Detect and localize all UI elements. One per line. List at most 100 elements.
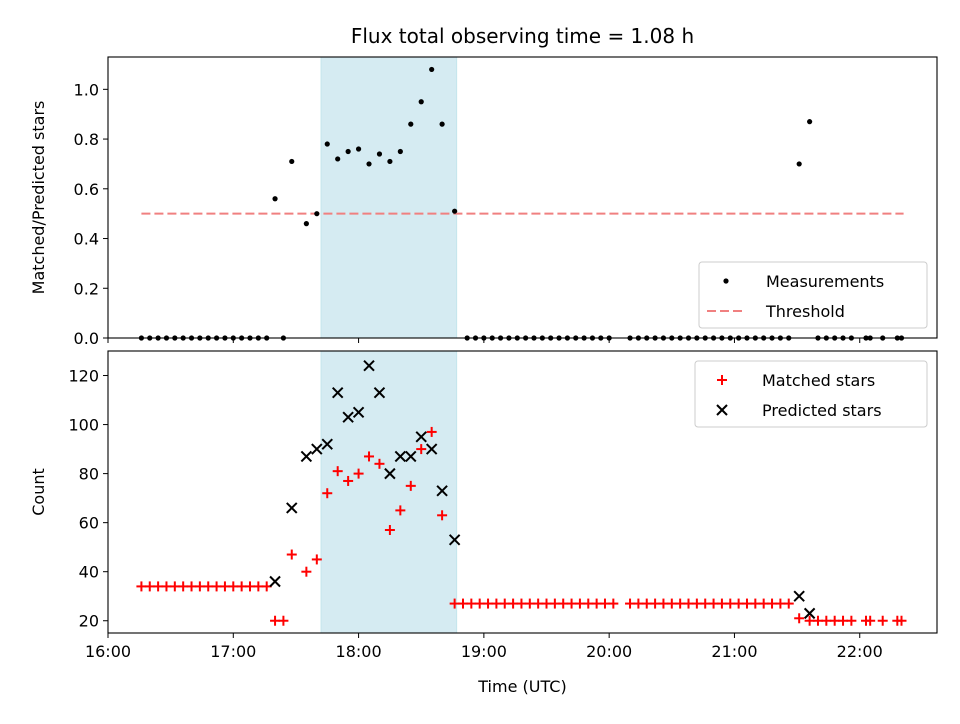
y-tick-label: 80 bbox=[79, 465, 99, 484]
legend-matched-marker bbox=[717, 375, 727, 385]
bottom-legend: Matched stars Predicted stars bbox=[694, 360, 928, 428]
matched-star-point bbox=[169, 581, 180, 592]
measurement-point bbox=[807, 119, 813, 125]
matched-star-point bbox=[633, 598, 644, 609]
predicted-star-point bbox=[425, 443, 438, 455]
matched-star-point bbox=[533, 598, 544, 609]
y-tick-label: 20 bbox=[79, 612, 99, 631]
matched-star-point bbox=[775, 598, 786, 609]
y-tick-label: 1.0 bbox=[74, 80, 99, 99]
matched-star-point bbox=[228, 581, 239, 592]
matched-star-point bbox=[343, 475, 354, 486]
measurement-point bbox=[314, 211, 320, 217]
matched-star-point bbox=[574, 598, 585, 609]
matched-star-point bbox=[708, 598, 719, 609]
matched-star-point bbox=[322, 488, 333, 499]
y-tick-label: 0.0 bbox=[74, 329, 99, 348]
measurement-point bbox=[345, 148, 351, 155]
matched-star-point bbox=[516, 598, 527, 609]
matched-star-point bbox=[558, 598, 569, 609]
predicted-star-point bbox=[300, 450, 313, 463]
matched-star-point bbox=[838, 615, 849, 626]
measurement-point bbox=[452, 208, 458, 214]
matched-star-point bbox=[608, 598, 619, 609]
x-axis-label: Time (UTC) bbox=[477, 677, 566, 696]
predicted-star-point bbox=[394, 450, 407, 463]
predicted-star-point bbox=[311, 443, 323, 455]
matched-star-point bbox=[186, 581, 197, 592]
chart-title: Flux total observing time = 1.08 h bbox=[351, 24, 694, 48]
matched-star-point bbox=[178, 581, 189, 592]
predicted-star-point bbox=[286, 502, 298, 514]
measurement-point bbox=[387, 158, 393, 165]
matched-star-point bbox=[278, 615, 289, 626]
matched-star-point bbox=[332, 466, 343, 477]
matched-star-point bbox=[591, 598, 602, 609]
matched-star-point bbox=[725, 598, 736, 609]
matched-star-point bbox=[457, 598, 468, 609]
matched-star-point bbox=[384, 525, 395, 536]
predicted-star-point bbox=[363, 360, 375, 372]
matched-star-point bbox=[153, 581, 164, 592]
predicted-star-point bbox=[415, 431, 427, 443]
measurement-point bbox=[408, 121, 414, 127]
matched-star-point bbox=[675, 598, 686, 609]
top-panel: 0.0 0.2 0.4 0.6 0.8 1.0 Flux total observing … bbox=[29, 24, 938, 348]
matched-star-point bbox=[499, 598, 510, 609]
matched-star-point bbox=[716, 598, 727, 609]
matched-star-point bbox=[794, 613, 805, 624]
matched-star-point bbox=[301, 566, 312, 577]
predicted-star-point bbox=[321, 438, 333, 450]
measurement-point bbox=[335, 156, 341, 162]
legend-label: Matched stars bbox=[762, 371, 875, 390]
y-tick-label: 0.8 bbox=[74, 130, 99, 149]
top-y-axis-label: Matched/Predicted stars bbox=[29, 101, 48, 295]
y-tick-label: 60 bbox=[79, 514, 99, 533]
predicted-star-point bbox=[405, 450, 417, 463]
legend-label: Measurements bbox=[766, 272, 884, 291]
matched-star-point bbox=[244, 581, 255, 592]
matched-star-point bbox=[896, 615, 907, 626]
predicted-star-point bbox=[269, 575, 281, 588]
matched-star-point bbox=[549, 598, 560, 609]
bot-axes-frame bbox=[107, 350, 938, 634]
matched-star-point bbox=[846, 615, 857, 626]
matched-star-point bbox=[474, 598, 485, 609]
predicted-star-point bbox=[384, 467, 396, 480]
predicted-star-point bbox=[352, 406, 365, 419]
predicted-star-point bbox=[448, 534, 461, 546]
matched-star-point bbox=[750, 598, 761, 609]
top-legend-box bbox=[698, 261, 928, 329]
matched-star-point bbox=[253, 581, 264, 592]
matched-star-point bbox=[405, 480, 416, 491]
measurement-point bbox=[397, 148, 403, 155]
matched-star-point bbox=[374, 458, 385, 469]
bottom-marks-layer bbox=[136, 360, 907, 626]
matched-star-point bbox=[437, 510, 448, 521]
matched-star-point bbox=[524, 598, 535, 609]
measurement-point bbox=[324, 141, 330, 147]
matched-star-point bbox=[364, 451, 375, 462]
top-axes-layer: 0.0 0.2 0.4 0.6 0.8 1.0 bbox=[74, 56, 938, 348]
matched-star-point bbox=[733, 598, 744, 609]
legend-predicted-marker bbox=[716, 404, 728, 416]
matched-star-point bbox=[236, 581, 247, 592]
matched-star-point bbox=[491, 598, 502, 609]
predicted-star-point bbox=[331, 386, 344, 399]
matched-star-point bbox=[691, 598, 702, 609]
x-tick-label: 17:00 bbox=[210, 642, 256, 661]
x-tick-label: 16:00 bbox=[85, 642, 131, 661]
matched-star-point bbox=[566, 598, 577, 609]
measurement-point bbox=[439, 121, 445, 127]
y-tick-label: 120 bbox=[68, 367, 99, 386]
y-tick-label: 0.2 bbox=[74, 279, 99, 298]
x-tick-label: 22:00 bbox=[837, 642, 883, 661]
predicted-star-point bbox=[342, 411, 354, 423]
measurement-point bbox=[376, 151, 383, 157]
legend-label: Predicted stars bbox=[762, 401, 882, 420]
matched-star-point bbox=[583, 598, 594, 609]
matched-star-point bbox=[426, 426, 437, 437]
matched-star-point bbox=[311, 554, 322, 565]
matched-star-point bbox=[625, 598, 636, 609]
